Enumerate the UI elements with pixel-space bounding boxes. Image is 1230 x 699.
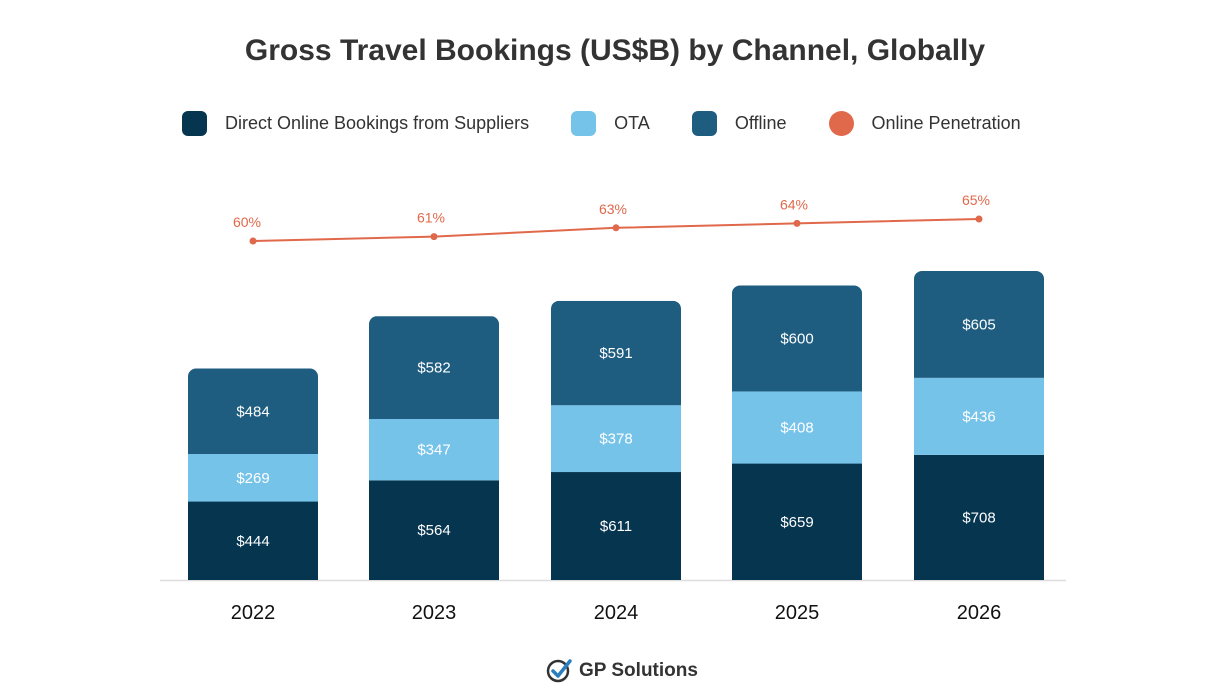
- bar-label: $484: [236, 403, 269, 420]
- legend-item: Direct Online Bookings from Suppliers: [182, 111, 529, 136]
- bar-segment: [914, 454, 1044, 580]
- legend-swatch: [182, 111, 207, 136]
- penetration-point: [430, 233, 438, 241]
- legend-item: Offline: [691, 111, 787, 136]
- bar-label: $347: [417, 442, 450, 459]
- legend-item: Online Penetration: [828, 111, 1021, 136]
- x-tick-label: 2024: [594, 602, 639, 624]
- bar-segment: [551, 472, 681, 580]
- penetration-label: 63%: [599, 201, 627, 217]
- legend-label: Offline: [734, 113, 787, 133]
- penetration-point: [793, 219, 801, 227]
- bar-label: $591: [599, 345, 632, 362]
- legend-swatch: [691, 111, 717, 136]
- bar-segment: [188, 368, 318, 455]
- bar-label: $708: [962, 509, 995, 526]
- bar-label: $564: [417, 522, 450, 539]
- bar-segment: [732, 391, 862, 464]
- bar-label: $436: [962, 408, 995, 425]
- x-tick-label: 2025: [775, 602, 820, 624]
- legend-swatch: [828, 111, 854, 136]
- penetration-label: 64%: [780, 196, 808, 212]
- legend-label: Direct Online Bookings from Suppliers: [225, 113, 530, 133]
- legend-label: OTA: [614, 113, 650, 133]
- penetration-point: [612, 224, 620, 232]
- bar-segment: [188, 501, 318, 580]
- legend-item: OTA: [571, 111, 650, 136]
- bar-segment: [914, 270, 1044, 378]
- bar-segment: [551, 405, 681, 473]
- bar-label: $659: [780, 514, 813, 531]
- legend-swatch: [571, 111, 597, 136]
- logo: GP Solutions: [545, 657, 698, 685]
- x-tick-label: 2026: [957, 602, 1002, 624]
- penetration-point: [975, 215, 983, 223]
- bar-label: $408: [780, 420, 813, 437]
- penetration-point: [249, 237, 257, 245]
- penetration-label: 65%: [962, 192, 990, 208]
- bar-label: $582: [417, 360, 450, 377]
- bar-segment: [369, 316, 499, 420]
- bar-segment: [188, 454, 318, 502]
- x-tick-label: 2022: [231, 602, 276, 624]
- check-logo-icon: [546, 659, 572, 683]
- bar-label: $269: [236, 470, 269, 487]
- logo-text: GP Solutions: [579, 660, 698, 681]
- bar-label: $605: [962, 316, 995, 333]
- bar-segment: [914, 377, 1044, 455]
- penetration-label: 61%: [417, 210, 445, 226]
- bar-segment: [369, 419, 499, 481]
- bar-segment: [732, 463, 862, 580]
- penetration-label: 60%: [233, 214, 261, 230]
- legend: Direct Online Bookings from Suppliers OTA…: [182, 111, 1063, 136]
- bar-label: $611: [600, 518, 632, 535]
- bar-label: $600: [780, 330, 813, 347]
- bar-segment: [732, 285, 862, 392]
- legend-label: Online Penetration: [871, 113, 1021, 133]
- chart-title: Gross Travel Bookings (US$B) by Channel,…: [244, 34, 986, 67]
- bar-segment: [551, 300, 681, 406]
- bar-label: $444: [236, 533, 269, 550]
- bar-segment: [369, 480, 499, 580]
- bar-label: $378: [599, 431, 632, 448]
- x-tick-label: 2023: [412, 602, 457, 624]
